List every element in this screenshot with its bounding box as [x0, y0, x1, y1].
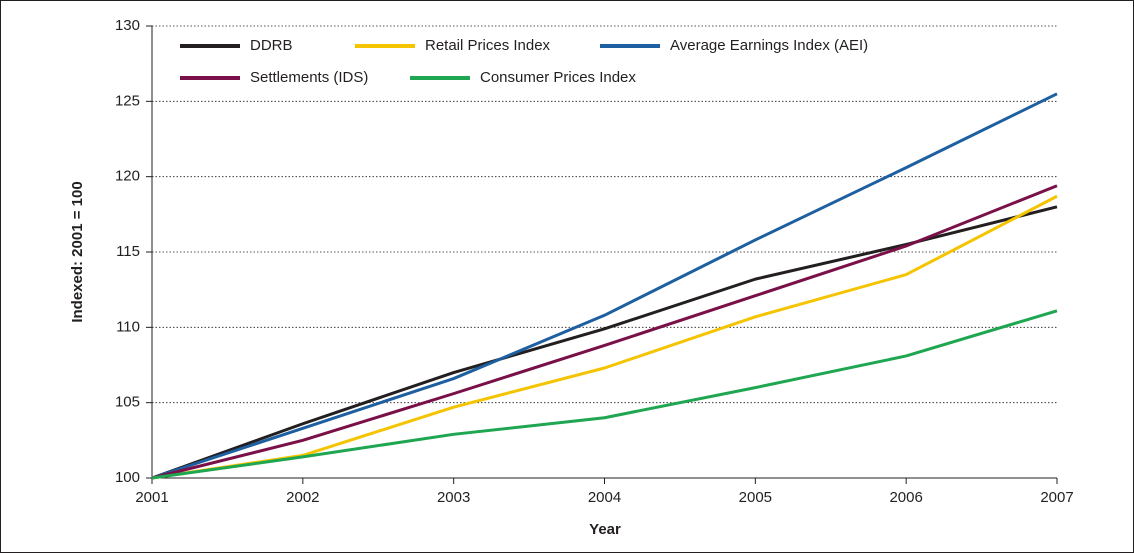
x-tick-label: 2004 — [588, 489, 621, 506]
y-tick-label: 105 — [115, 394, 140, 411]
x-tick-label: 2003 — [437, 489, 470, 506]
x-tick-label: 2002 — [286, 489, 319, 506]
x-tick-label: 2001 — [135, 489, 168, 506]
y-tick-label: 110 — [116, 318, 140, 335]
series-line — [151, 92, 1058, 480]
y-tick-label: 120 — [115, 168, 140, 185]
series-line — [151, 309, 1058, 480]
y-tick-label: 115 — [116, 243, 140, 260]
legend-label: DDRB — [250, 37, 293, 54]
x-tick-label: 2007 — [1040, 489, 1073, 506]
y-tick-label: 125 — [115, 92, 140, 109]
y-tick-label: 130 — [115, 17, 140, 34]
x-tick-label: 2006 — [889, 489, 922, 506]
legend-label: Settlements (IDS) — [250, 69, 368, 86]
legend-label: Retail Prices Index — [425, 37, 551, 54]
legend-label: Consumer Prices Index — [480, 69, 636, 86]
x-tick-label: 2005 — [739, 489, 772, 506]
legend-label: Average Earnings Index (AEI) — [670, 37, 868, 54]
series-line — [151, 184, 1058, 480]
x-axis-title: Year — [589, 521, 621, 538]
series-line — [151, 205, 1058, 480]
y-axis-title: Indexed: 2001 = 100 — [69, 181, 86, 322]
y-tick-label: 100 — [115, 469, 140, 486]
